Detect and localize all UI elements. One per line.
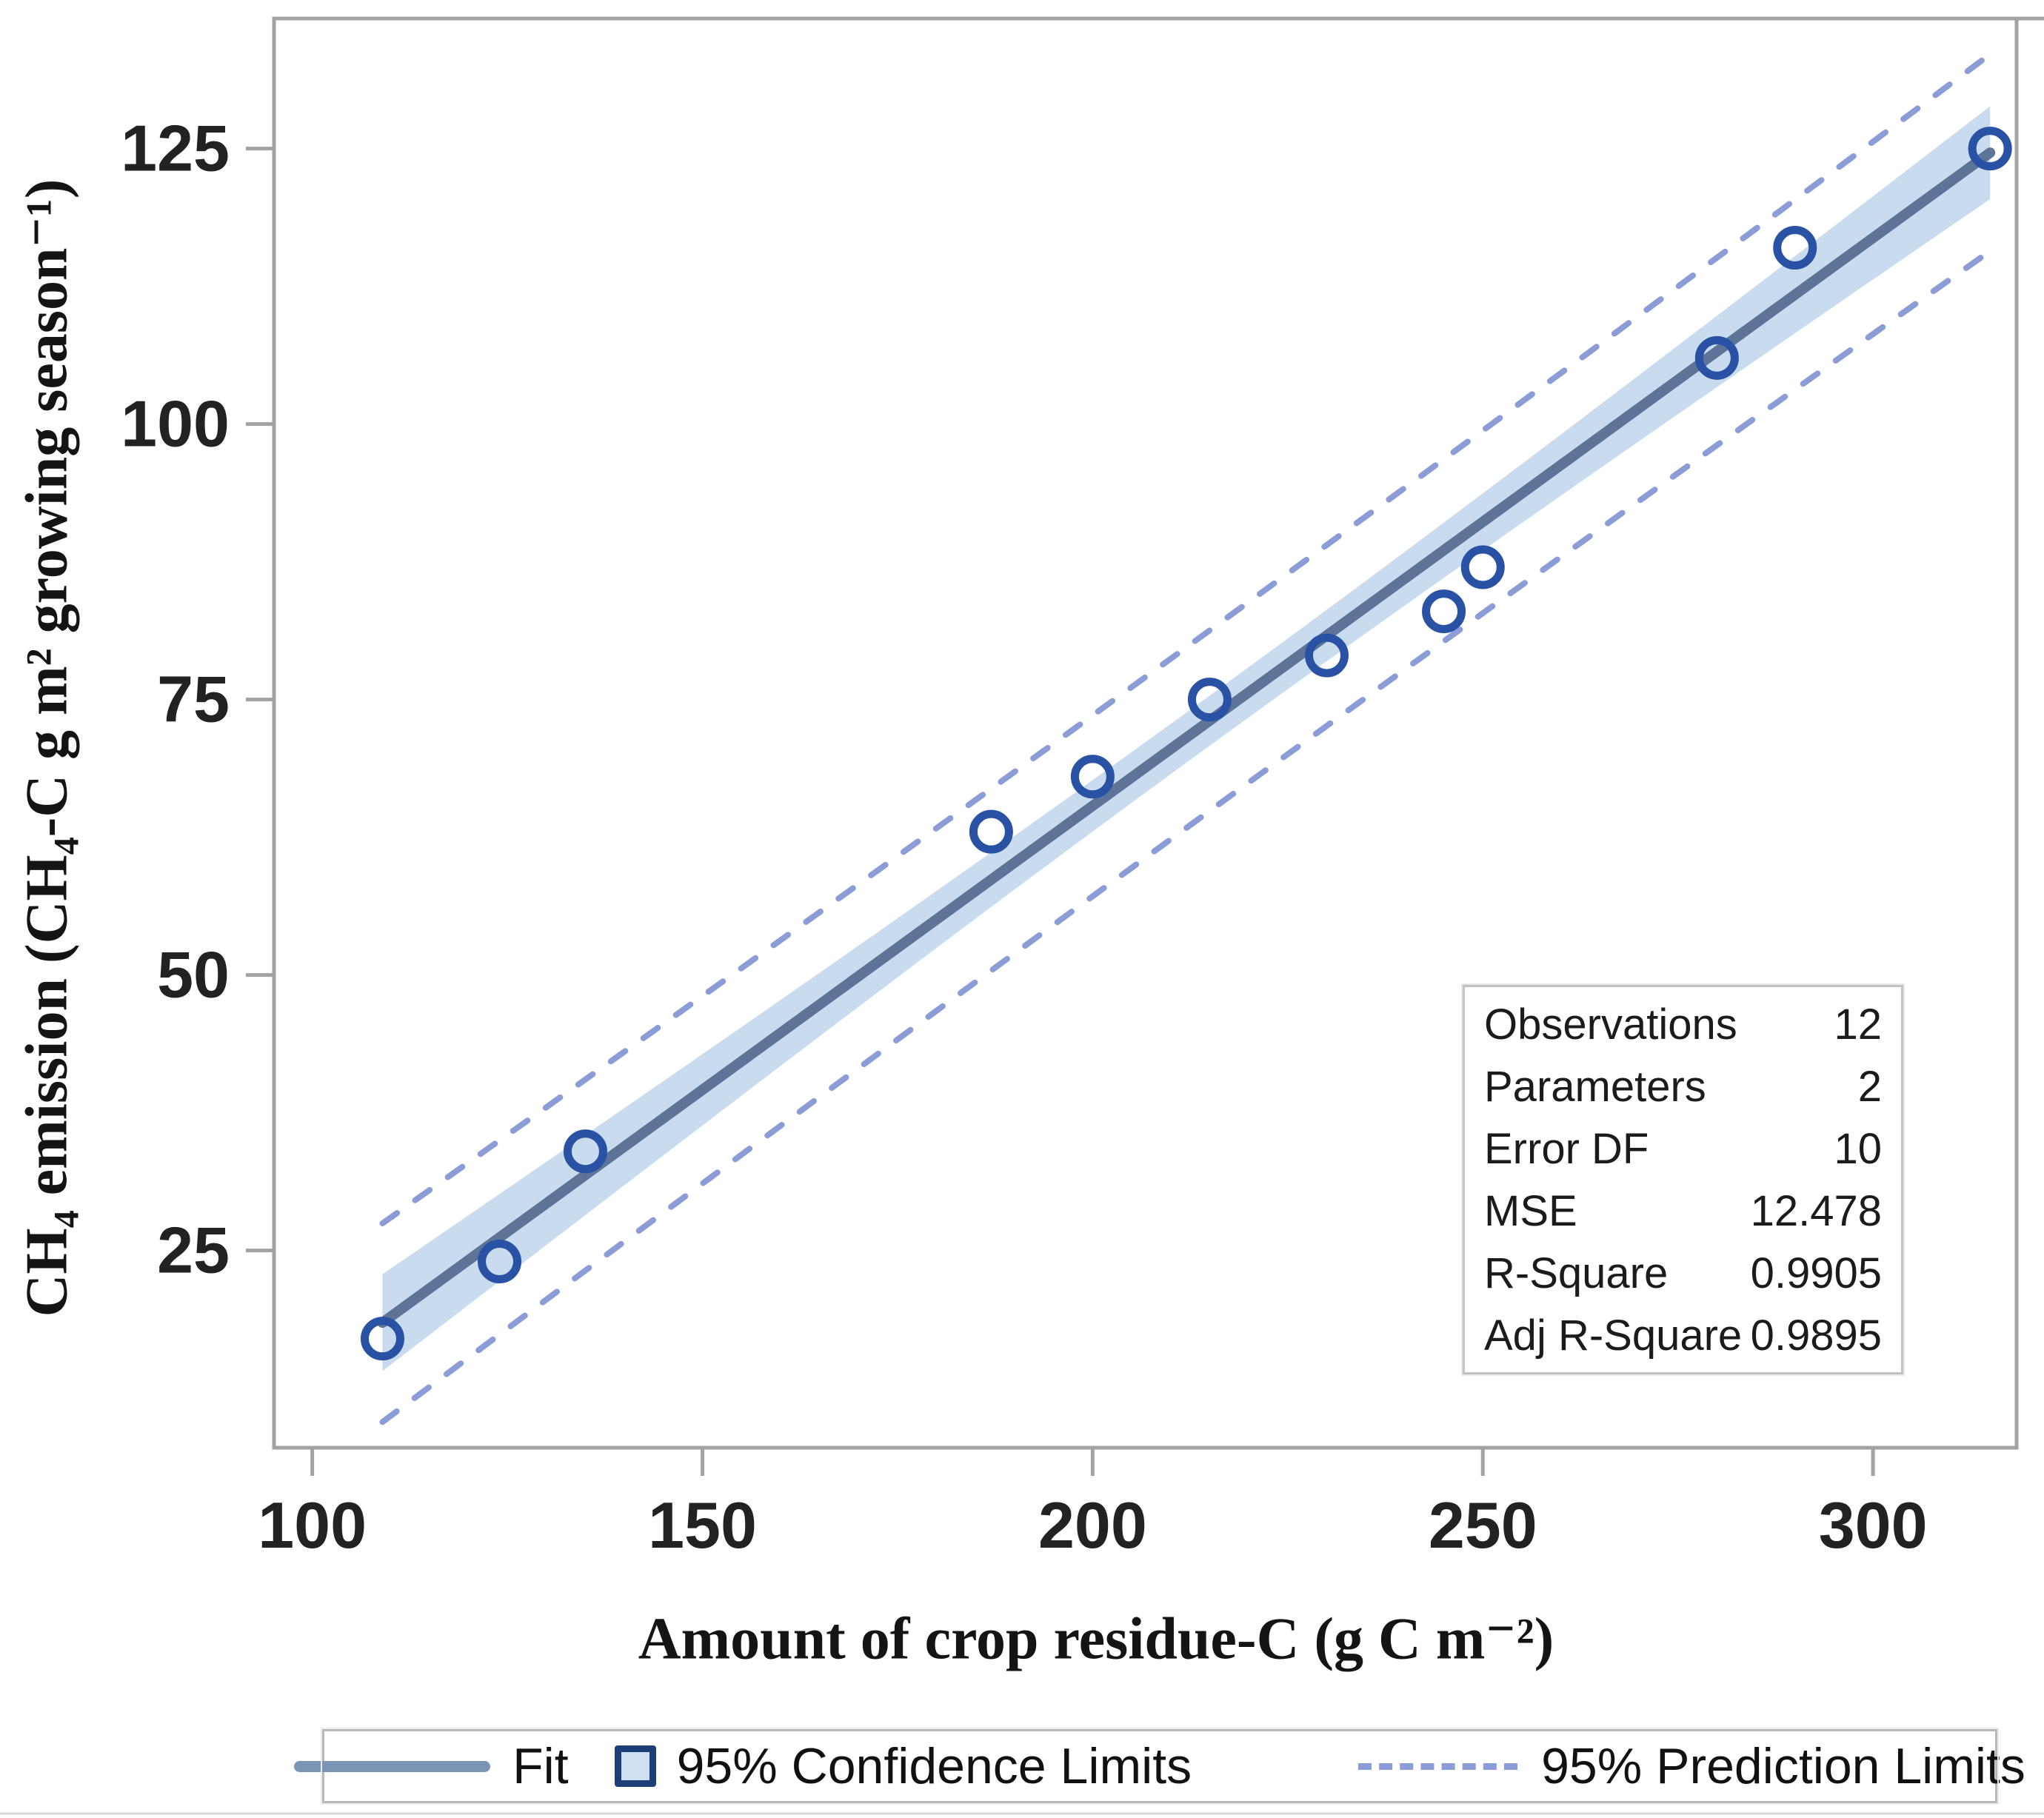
- x-tick-label: 200: [1038, 1488, 1147, 1562]
- scatter-point: [1968, 127, 2012, 171]
- scatter-point: [1773, 226, 1817, 270]
- y-tick-label: 50: [157, 938, 230, 1012]
- data-layer: [360, 51, 2012, 1426]
- scatter-point: [1422, 589, 1466, 634]
- scatter-point: [563, 1129, 607, 1174]
- y-tick-label: 100: [121, 387, 230, 461]
- stats-row-observations: Observations 12: [1484, 993, 1882, 1055]
- stats-label: Adj R-Square: [1484, 1311, 1743, 1360]
- confidence-band-swatch-icon: [614, 1745, 656, 1787]
- fit-line: [377, 147, 1996, 1329]
- legend-confidence-label: 95% Confidence Limits: [676, 1738, 1192, 1794]
- y-tick-label: 125: [121, 112, 230, 185]
- x-tick-label: 150: [648, 1488, 757, 1562]
- stats-box: Observations 12 Parameters 2 Error DF 10…: [1461, 983, 1905, 1376]
- stats-label: Observations: [1484, 1000, 1737, 1049]
- legend-item-confidence: 95% Confidence Limits: [614, 1737, 1192, 1795]
- scatter-point: [360, 1317, 404, 1361]
- prediction-limit-lower: [379, 248, 1994, 1426]
- legend-item-fit: Fit: [294, 1737, 569, 1795]
- scatter-point: [1304, 633, 1349, 678]
- plot-legend: Fit 95% Confidence Limits 95% Prediction…: [294, 1728, 2025, 1805]
- scatter-point: [969, 809, 1013, 854]
- stats-value: 12.478: [1750, 1186, 1882, 1235]
- stats-value: 12: [1834, 1000, 1882, 1049]
- scatter-point: [1070, 755, 1115, 799]
- y-tick-label: 75: [157, 663, 230, 736]
- stats-label: R-Square: [1484, 1249, 1669, 1297]
- x-tick-label: 100: [258, 1488, 367, 1562]
- x-axis-title: Amount of crop residue-C (g C m⁻²): [638, 1606, 1554, 1672]
- stats-row-mse: MSE 12.478: [1484, 1180, 1882, 1242]
- scatter-point: [1187, 678, 1232, 722]
- x-tick-label: 300: [1819, 1488, 1928, 1562]
- stats-label: MSE: [1484, 1186, 1577, 1235]
- y-axis-title: CH₄ emission (CH₄-C g m² growing season⁻…: [14, 178, 80, 1317]
- stats-label: Error DF: [1484, 1124, 1649, 1173]
- stats-value: 0.9895: [1750, 1311, 1882, 1360]
- prediction-dash-swatch-icon: [1358, 1762, 1518, 1770]
- legend-fit-label: Fit: [512, 1738, 569, 1794]
- x-tick-label: 250: [1429, 1488, 1537, 1562]
- stats-value: 10: [1834, 1124, 1882, 1173]
- stats-value: 0.9905: [1750, 1249, 1882, 1297]
- stats-row-adj-r-square: Adj R-Square 0.9895: [1484, 1304, 1882, 1366]
- scatter-point: [1694, 335, 1739, 380]
- stats-label: Parameters: [1484, 1062, 1706, 1111]
- scatter-point: [1460, 545, 1505, 589]
- fit-line-swatch-icon: [294, 1760, 491, 1772]
- y-tick-label: 25: [157, 1214, 230, 1287]
- legend-item-prediction: 95% Prediction Limits: [1358, 1737, 2025, 1795]
- legend-prediction-label: 95% Prediction Limits: [1541, 1738, 2025, 1794]
- stats-row-error-df: Error DF 10: [1484, 1117, 1882, 1180]
- plot-frame: [272, 16, 2019, 1450]
- stats-value: 2: [1857, 1062, 1882, 1111]
- stats-row-r-square: R-Square 0.9905: [1484, 1242, 1882, 1304]
- scatter-point: [478, 1240, 522, 1284]
- prediction-limit-upper: [379, 51, 1994, 1226]
- stats-row-parameters: Parameters 2: [1484, 1055, 1882, 1117]
